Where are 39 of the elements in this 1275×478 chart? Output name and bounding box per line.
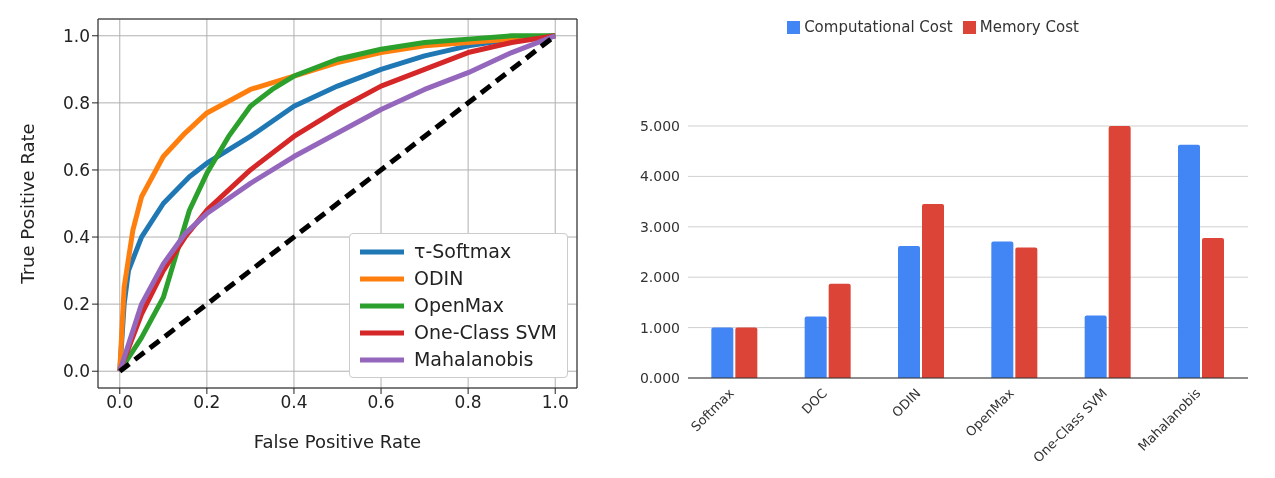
legend-label: τ-Softmax xyxy=(413,239,512,264)
x-tick-label: 0.6 xyxy=(367,392,395,413)
legend-label: One-Class SVM xyxy=(413,320,557,345)
legend-label: OpenMax xyxy=(413,293,504,318)
y-tick-label: 0.2 xyxy=(62,294,90,315)
legend-label: Computational Cost xyxy=(804,18,953,36)
y-tick-label: 1.0 xyxy=(62,25,90,46)
bar xyxy=(1178,144,1200,378)
bar xyxy=(1202,237,1224,378)
y-tick-label: 1.000 xyxy=(639,319,680,336)
bar xyxy=(1084,315,1107,378)
x-tick-label: 0.8 xyxy=(454,392,482,413)
y-tick-label: 0.000 xyxy=(639,369,680,386)
y-tick-label: 0.6 xyxy=(62,159,90,180)
y-tick-label: 2.000 xyxy=(639,269,680,286)
bar xyxy=(922,204,944,378)
y-tick-label: 4.000 xyxy=(639,168,680,185)
y-tick-label: 0.4 xyxy=(62,227,90,248)
x-tick-label: 1.0 xyxy=(541,392,569,413)
bar xyxy=(711,327,734,378)
y-tick-label: 0.8 xyxy=(62,92,90,113)
y-axis-title: True Positive Rate xyxy=(17,123,39,285)
bar xyxy=(898,245,920,378)
bar xyxy=(828,283,851,378)
y-tick-label: 5.000 xyxy=(639,117,680,134)
legend-label: Memory Cost xyxy=(979,18,1079,36)
bar xyxy=(735,327,758,378)
x-tick-label: 0.2 xyxy=(193,392,221,413)
bar xyxy=(804,316,827,378)
legend-label: ODIN xyxy=(413,266,464,291)
x-axis-title: False Positive Rate xyxy=(253,431,422,452)
legend-label: Mahalanobis xyxy=(413,347,534,372)
bar xyxy=(991,241,1014,378)
bar xyxy=(1015,247,1038,378)
y-tick-label: 3.000 xyxy=(639,218,680,235)
x-tick-label: 0.4 xyxy=(280,392,308,413)
bar xyxy=(1108,126,1131,378)
x-tick-label: 0.0 xyxy=(106,392,134,413)
y-tick-label: 0.0 xyxy=(62,361,90,382)
